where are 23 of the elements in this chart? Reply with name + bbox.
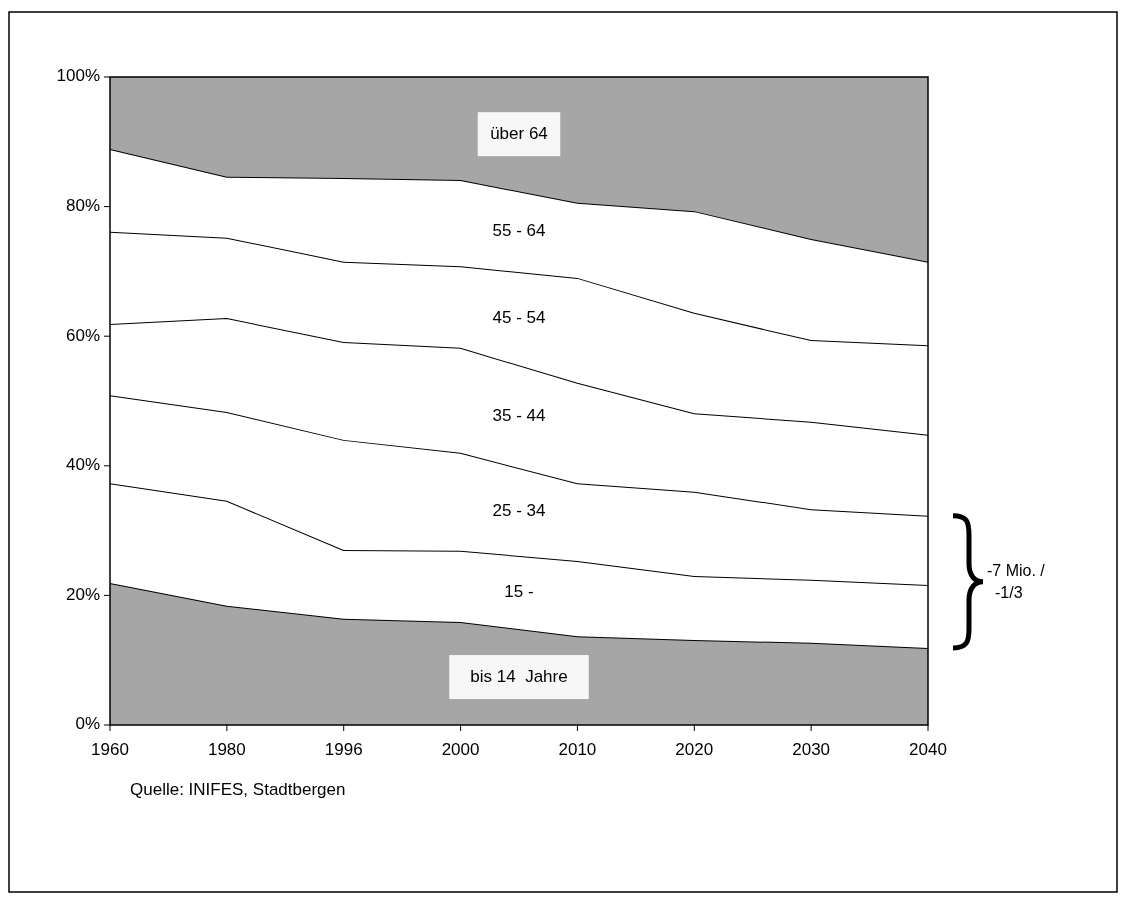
y-tick-label: 60% [65, 325, 100, 345]
y-tick-label: 0% [75, 714, 100, 734]
y-tick-label: 40% [65, 455, 100, 475]
x-tick-label: 2040 [909, 740, 947, 759]
series-label: 15 - [504, 581, 534, 601]
x-tick-label: 1960 [91, 740, 129, 759]
x-tick-label: 2000 [441, 740, 480, 759]
source-note: Quelle: INIFES, Stadtbergen [130, 780, 346, 799]
y-tick-label: 100% [56, 66, 100, 86]
y-tick-label: 20% [65, 584, 100, 604]
x-tick-label: 2010 [558, 740, 597, 759]
series-label: bis 14 Jahre [470, 666, 568, 686]
x-tick-label: 1980 [207, 740, 246, 759]
series-label: über 64 [490, 123, 548, 143]
series-label: 55 - 64 [492, 221, 546, 241]
text: -7 Mio. / -1/3 [987, 561, 1046, 601]
x-tick-label: 1996 [324, 740, 363, 759]
x-tick-label: 2030 [792, 740, 831, 759]
series-label: 35 - 44 [492, 406, 546, 426]
x-tick-label: 2020 [675, 740, 714, 759]
series-label: 25 - 34 [492, 501, 546, 521]
series-label: 45 - 54 [492, 308, 546, 328]
y-tick-label: 80% [65, 196, 100, 216]
